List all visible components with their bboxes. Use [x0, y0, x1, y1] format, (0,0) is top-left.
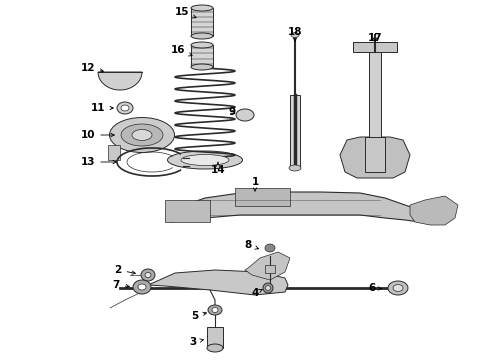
Polygon shape — [148, 270, 288, 295]
Text: 7: 7 — [112, 280, 129, 290]
Ellipse shape — [291, 32, 299, 37]
Text: 16: 16 — [171, 45, 192, 56]
Ellipse shape — [191, 64, 213, 70]
Bar — [235, 188, 290, 206]
Polygon shape — [410, 196, 458, 225]
Ellipse shape — [117, 102, 133, 114]
Bar — [165, 200, 210, 222]
Ellipse shape — [109, 117, 174, 153]
Ellipse shape — [181, 154, 229, 166]
Text: 12: 12 — [81, 63, 103, 73]
Polygon shape — [170, 192, 420, 222]
Ellipse shape — [191, 33, 213, 39]
Text: 6: 6 — [368, 283, 382, 293]
Ellipse shape — [141, 269, 155, 281]
Ellipse shape — [393, 284, 403, 292]
Ellipse shape — [121, 105, 129, 111]
Text: 9: 9 — [228, 107, 236, 117]
Ellipse shape — [138, 284, 146, 290]
Ellipse shape — [208, 305, 222, 315]
Text: 10: 10 — [81, 130, 114, 140]
Ellipse shape — [191, 5, 213, 11]
Bar — [108, 145, 120, 160]
Ellipse shape — [266, 285, 270, 291]
Text: 8: 8 — [245, 240, 259, 250]
Ellipse shape — [132, 130, 152, 140]
Ellipse shape — [212, 307, 218, 312]
Ellipse shape — [168, 151, 243, 169]
Text: 5: 5 — [192, 311, 206, 321]
Ellipse shape — [236, 109, 254, 121]
Polygon shape — [245, 252, 290, 280]
Ellipse shape — [388, 281, 408, 295]
Text: 3: 3 — [189, 337, 203, 347]
Bar — [207, 327, 223, 348]
Bar — [369, 52, 381, 137]
Ellipse shape — [265, 244, 275, 252]
Text: 14: 14 — [211, 162, 225, 175]
Text: 18: 18 — [288, 27, 302, 41]
Text: 13: 13 — [81, 157, 116, 167]
Text: 15: 15 — [175, 7, 196, 18]
Bar — [191, 45, 213, 67]
Bar — [290, 95, 300, 168]
Text: 1: 1 — [251, 177, 259, 191]
Bar — [191, 8, 213, 36]
Text: 2: 2 — [114, 265, 135, 275]
Ellipse shape — [289, 165, 301, 171]
Text: 4: 4 — [251, 288, 262, 298]
Ellipse shape — [207, 344, 223, 352]
Ellipse shape — [121, 124, 163, 146]
Ellipse shape — [145, 273, 151, 278]
Ellipse shape — [191, 42, 213, 48]
Ellipse shape — [133, 280, 151, 294]
Bar — [365, 137, 385, 172]
Ellipse shape — [263, 283, 273, 293]
Bar — [265, 265, 275, 273]
Bar — [353, 42, 397, 52]
Text: 11: 11 — [91, 103, 113, 113]
Polygon shape — [98, 72, 142, 90]
Text: 17: 17 — [368, 33, 382, 43]
Polygon shape — [340, 137, 410, 178]
